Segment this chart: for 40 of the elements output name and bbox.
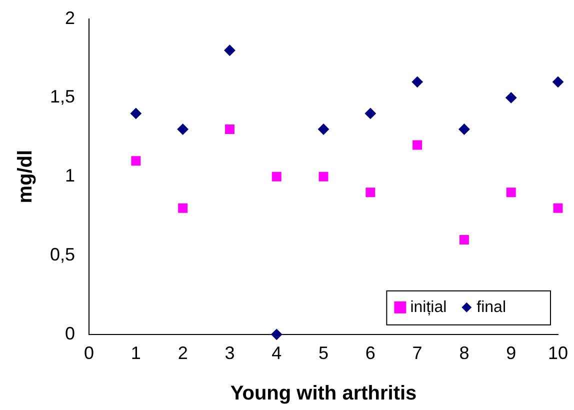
point — [224, 44, 236, 56]
point — [178, 203, 188, 213]
x-tick-label: 9 — [506, 343, 516, 364]
point — [131, 156, 141, 166]
point — [553, 203, 563, 213]
point — [130, 108, 142, 119]
y-tick-label: 0,5 — [50, 244, 76, 264]
legend-label: inițial — [410, 298, 447, 316]
point — [458, 124, 470, 135]
point — [412, 76, 423, 88]
y-axis-title: mg/dl — [14, 150, 37, 204]
point — [506, 188, 516, 198]
x-tick-label: 1 — [130, 343, 141, 364]
point — [318, 124, 330, 135]
point — [318, 172, 328, 182]
point — [271, 328, 282, 340]
point — [177, 124, 188, 135]
y-tick-label: 0 — [65, 323, 76, 344]
x-tick-label: 7 — [412, 343, 422, 364]
x-tick-label: 0 — [84, 343, 94, 364]
point — [364, 108, 376, 119]
y-tick-label: 1,5 — [50, 86, 76, 107]
x-tick-label: 5 — [318, 343, 329, 364]
point — [506, 92, 517, 104]
point — [224, 124, 234, 134]
y-tick-label: 1 — [65, 166, 76, 186]
x-tick-label: 3 — [224, 343, 235, 364]
x-tick-label: 4 — [272, 343, 282, 364]
point — [459, 234, 469, 244]
point — [366, 188, 376, 198]
y-tick-label: 2 — [65, 8, 76, 28]
point — [412, 140, 422, 150]
x-tick-label: 10 — [548, 343, 568, 364]
x-tick-label: 2 — [178, 343, 188, 364]
x-tick-label: 6 — [365, 343, 376, 364]
x-tick-label: 8 — [459, 343, 470, 364]
legend-label: final — [476, 298, 506, 316]
point — [552, 76, 564, 88]
x-axis-title: Young with arthritis — [230, 382, 417, 405]
point — [272, 172, 282, 182]
